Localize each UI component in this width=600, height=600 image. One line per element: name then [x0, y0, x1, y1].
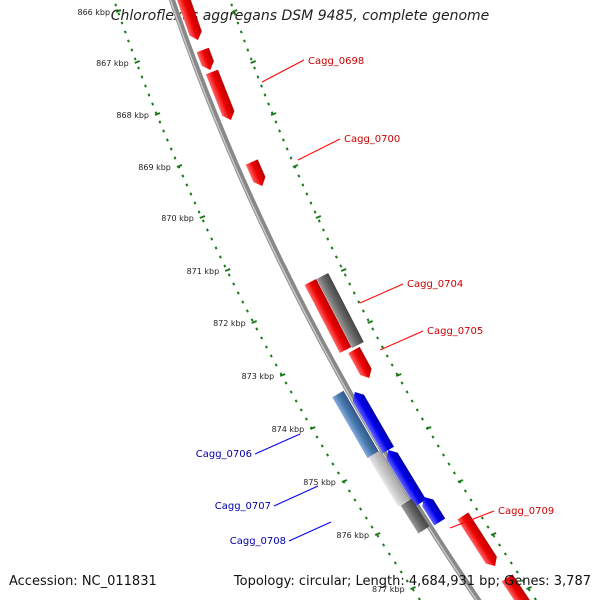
forward-gene	[304, 279, 352, 353]
kbp-label: 871 kbp	[187, 267, 220, 276]
kbp-label: 868 kbp	[116, 111, 149, 120]
kbp-label: 866 kbp	[77, 8, 110, 17]
forward-gene	[245, 159, 266, 187]
reverse-gene	[422, 496, 446, 526]
label-leader-line	[261, 59, 305, 83]
forward-gene-label[interactable]: Cagg_0698	[308, 56, 364, 67]
other-gene	[400, 498, 430, 534]
label-leader-line	[288, 521, 332, 542]
kbp-label: 877 kbp	[372, 585, 405, 594]
outer-tick-track	[230, 3, 537, 600]
kbp-label: 874 kbp	[272, 425, 305, 434]
kbp-label: 875 kbp	[303, 478, 336, 487]
reverse-gene-label[interactable]: Cagg_0708	[230, 536, 286, 547]
forward-gene-label[interactable]: Cagg_0705	[427, 326, 483, 337]
forward-gene	[457, 512, 497, 567]
forward-gene-label[interactable]: Cagg_0709	[498, 506, 554, 517]
kbp-label: 867 kbp	[96, 59, 129, 68]
kbp-label: 872 kbp	[213, 319, 246, 328]
gene-features	[174, 0, 535, 600]
kbp-label: 869 kbp	[138, 163, 171, 172]
label-leader-line	[254, 433, 301, 455]
forward-gene	[174, 0, 202, 41]
forward-gene	[501, 574, 535, 600]
genome-info-text: Topology: circular; Length: 4,684,931 bp…	[233, 574, 591, 589]
reverse-gene-label[interactable]: Cagg_0706	[196, 449, 252, 460]
forward-gene-label[interactable]: Cagg_0700	[344, 134, 400, 145]
forward-gene	[205, 69, 235, 120]
label-leader-line	[297, 138, 341, 161]
reverse-gene	[386, 449, 427, 507]
kbp-label: 870 kbp	[161, 214, 194, 223]
kbp-tick-tracks	[114, 3, 537, 600]
kbp-label: 876 kbp	[336, 531, 369, 540]
label-leader-line	[273, 485, 319, 507]
forward-gene	[348, 346, 372, 379]
gene-labels: Cagg_0698 Cagg_0700 Cagg_0704 Cagg_0705 Cagg…	[196, 56, 555, 547]
map-title: Chloroflexus aggregans DSM 9485, complet…	[110, 8, 490, 24]
label-leader-line	[379, 330, 424, 351]
forward-gene	[196, 47, 214, 70]
backbone-line	[168, 0, 482, 600]
reverse-gene-label[interactable]: Cagg_0707	[215, 501, 271, 512]
accession-text: Accession: NC_011831	[9, 574, 157, 589]
kbp-labels: 866 kbp 867 kbp 868 kbp 869 kbp 870 kbp 871 k…	[77, 8, 404, 594]
reverse-gene	[352, 391, 394, 454]
forward-gene-label[interactable]: Cagg_0704	[407, 279, 463, 290]
inner-tick-track	[114, 3, 421, 600]
pseudo-gene	[316, 273, 364, 348]
label-leader-line	[359, 283, 404, 304]
label-leader-line	[449, 510, 495, 529]
other-gene	[368, 450, 410, 507]
reverse-gene	[332, 390, 379, 459]
kbp-label: 873 kbp	[242, 372, 275, 381]
